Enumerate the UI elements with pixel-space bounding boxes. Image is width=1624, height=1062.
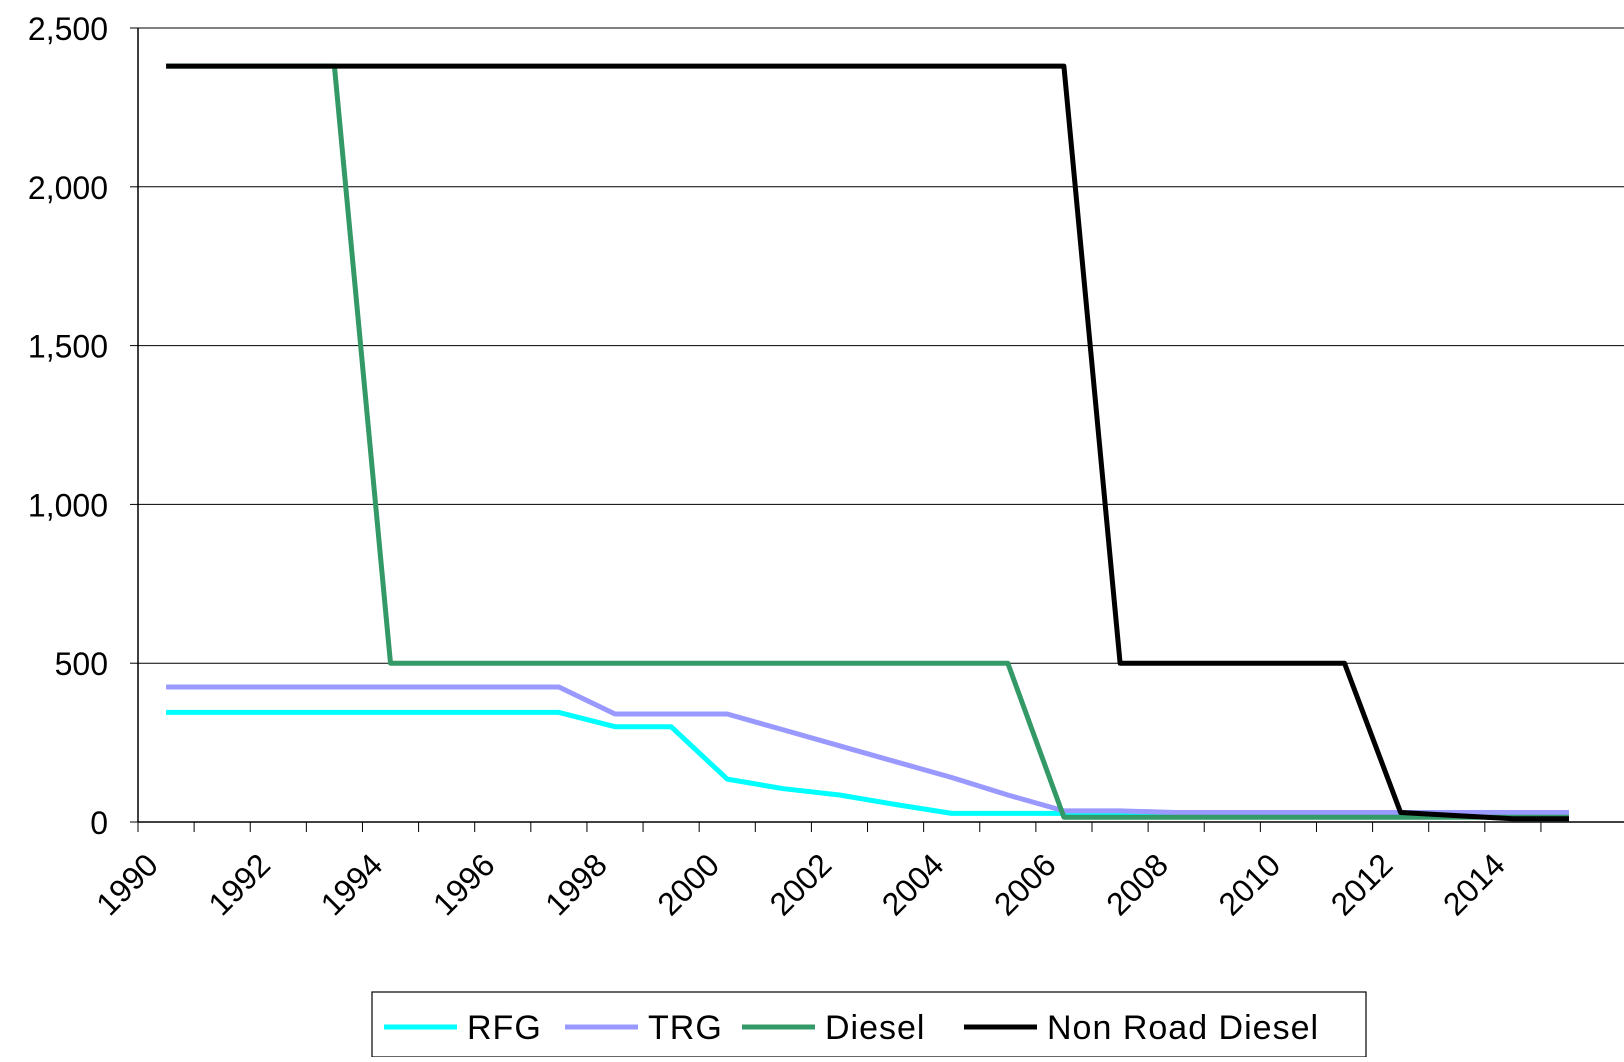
y-tick-label: 2,500 — [28, 11, 108, 47]
x-tick-label: 2000 — [650, 846, 726, 922]
legend-label: Non Road Diesel — [1047, 1009, 1319, 1047]
x-tick-label: 2002 — [763, 846, 839, 922]
x-tick-label: 2010 — [1212, 846, 1288, 922]
axes: 0 500 1,000 1,500 2,000 2,500 1990 1992 1994 1996… — [28, 11, 1624, 922]
legend-box — [371, 991, 1367, 1058]
y-tick-label: 1,500 — [28, 329, 108, 365]
x-tick-label: 2004 — [875, 846, 951, 922]
x-tick-label: 1992 — [201, 846, 277, 922]
series-line-rfg — [166, 709, 1569, 816]
x-tick-label: 1998 — [538, 846, 614, 922]
y-tick-label: 2,000 — [28, 170, 108, 206]
x-tick-label: 1994 — [314, 846, 390, 922]
x-tick-label: 1996 — [426, 846, 502, 922]
gridlines — [138, 27, 1624, 664]
x-tick-label: 2014 — [1436, 846, 1512, 922]
series-lines — [166, 63, 1569, 822]
x-tick-label: 2008 — [1099, 846, 1175, 922]
legend: RFG TRG Diesel Non Road Diesel — [371, 991, 1367, 1058]
y-tick-label: 500 — [55, 646, 108, 682]
series-line-non-road-diesel — [166, 63, 1569, 822]
series-line-trg — [166, 684, 1569, 815]
x-tick-label: 1990 — [89, 846, 165, 922]
y-tick-label: 0 — [90, 805, 108, 841]
x-tick-label: 2012 — [1324, 846, 1400, 922]
series-line-diesel — [166, 63, 1569, 820]
legend-label: TRG — [648, 1009, 723, 1047]
legend-label: RFG — [467, 1009, 542, 1047]
y-tick-label: 1,000 — [28, 487, 108, 523]
x-tick-label: 2006 — [987, 846, 1063, 922]
legend-label: Diesel — [825, 1009, 925, 1047]
